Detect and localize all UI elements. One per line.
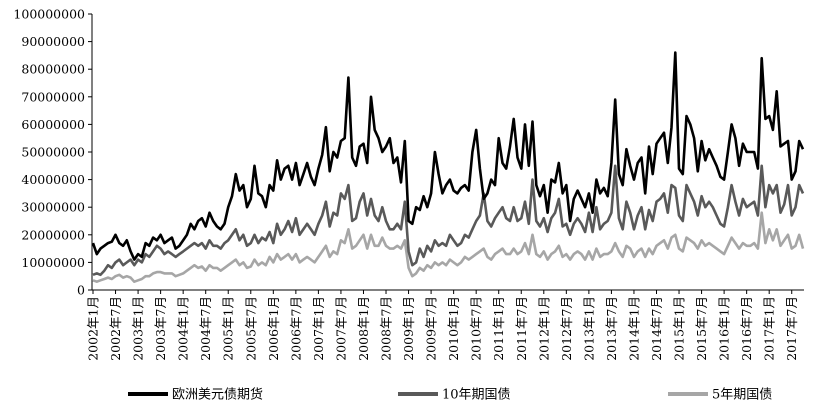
series-line-0 (91, 51, 805, 261)
y-tick-label: 40000000 (21, 172, 85, 187)
x-tick-label: 2006年7月 (288, 296, 303, 361)
y-tick-label: 20000000 (21, 227, 85, 242)
x-tick-label: 2013年7月 (604, 296, 619, 361)
x-tick-label: 2009年7月 (424, 296, 439, 361)
y-axis-ticks: 0 10000000 20000000 30000000 40000000 5000000… (13, 7, 92, 298)
y-tick-label: 50000000 (21, 145, 85, 160)
x-tick-label: 2014年7月 (649, 296, 664, 361)
x-tick-label: 2007年7月 (333, 296, 348, 361)
x-tick-label: 2006年1月 (266, 296, 281, 361)
legend-label: 欧洲美元债期货 (172, 387, 263, 403)
x-tick-label: 2005年7月 (243, 296, 258, 361)
x-tick-label: 2003年1月 (131, 296, 146, 361)
y-tick-label: 100000000 (13, 7, 85, 22)
x-tick-label: 2015年1月 (672, 296, 687, 361)
x-tick-label: 2014年1月 (626, 296, 641, 361)
x-axis-ticks: 2002年1月 2002年7月 2003年1月 2003年7月 2004年1月 2004年… (86, 290, 799, 361)
x-tick-label: 2007年1月 (311, 296, 326, 361)
x-tick-label: 2010年1月 (446, 296, 461, 361)
x-tick-label: 2009年1月 (401, 296, 416, 361)
x-tick-label: 2010年7月 (469, 296, 484, 361)
y-tick-label: 10000000 (21, 255, 85, 270)
y-tick-label: 0 (77, 283, 85, 298)
x-tick-label: 2015年7月 (694, 296, 709, 361)
x-tick-label: 2013年1月 (581, 296, 596, 361)
plot-area: 0 10000000 20000000 30000000 40000000 5000000… (13, 7, 805, 361)
x-tick-label: 2002年1月 (86, 296, 101, 361)
x-tick-label: 2012年7月 (559, 296, 574, 361)
x-tick-label: 2012年1月 (536, 296, 551, 361)
x-tick-label: 2016年1月 (717, 296, 732, 361)
x-tick-label: 2005年1月 (221, 296, 236, 361)
legend-label: 5年期国债 (712, 388, 772, 403)
y-tick-label: 90000000 (21, 34, 85, 49)
y-tick-label: 30000000 (21, 200, 85, 215)
series-lines (91, 51, 805, 284)
x-tick-label: 2004年1月 (176, 296, 191, 361)
x-tick-label: 2017年1月 (762, 296, 777, 361)
y-tick-label: 80000000 (21, 62, 85, 77)
x-tick-label: 2016年7月 (739, 296, 754, 361)
x-tick-label: 2011年1月 (491, 296, 506, 361)
x-tick-label: 2008年7月 (379, 296, 394, 361)
x-tick-label: 2008年1月 (356, 296, 371, 361)
legend: 欧洲美元债期货 10年期国债 5年期国债 (128, 387, 772, 403)
x-tick-label: 2017年7月 (784, 296, 799, 361)
y-tick-label: 60000000 (21, 117, 85, 132)
series-line-1 (92, 164, 805, 277)
x-tick-label: 2004年7月 (198, 296, 213, 361)
y-tick-label: 70000000 (21, 89, 85, 104)
legend-label: 10年期国债 (442, 388, 511, 403)
x-tick-label: 2002年7月 (108, 296, 123, 361)
x-tick-label: 2003年7月 (153, 296, 168, 361)
x-tick-label: 2011年7月 (514, 296, 529, 361)
series-line-2 (92, 211, 805, 284)
